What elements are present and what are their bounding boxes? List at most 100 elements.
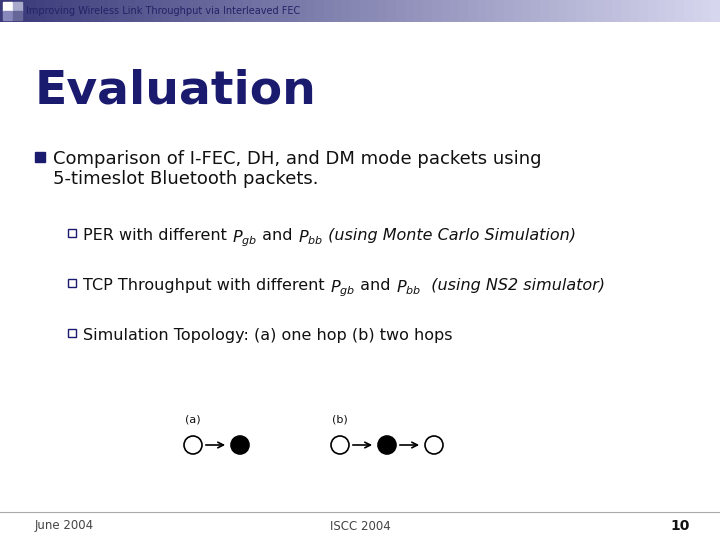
Bar [486, 0, 495, 22]
Circle shape [231, 436, 249, 454]
Bar [495, 0, 504, 22]
Bar [13, 11, 22, 20]
Bar [306, 0, 315, 22]
Text: $P_{gb}$: $P_{gb}$ [330, 278, 355, 299]
Bar [162, 0, 171, 22]
Bar [270, 0, 279, 22]
Bar [675, 0, 684, 22]
Bar [126, 0, 135, 22]
Bar [567, 0, 576, 22]
Bar [108, 0, 117, 22]
Bar [342, 0, 351, 22]
Bar [68, 229, 76, 237]
Bar [522, 0, 531, 22]
Bar [504, 0, 513, 22]
Circle shape [425, 436, 443, 454]
Bar [459, 0, 468, 22]
Bar [54, 0, 63, 22]
Bar [477, 0, 486, 22]
Bar [405, 0, 414, 22]
Bar [72, 0, 81, 22]
Text: 5-timeslot Bluetooth packets.: 5-timeslot Bluetooth packets. [53, 170, 318, 188]
Text: Improving Wireless Link Throughput via Interleaved FEC: Improving Wireless Link Throughput via I… [26, 6, 300, 16]
Bar [648, 0, 657, 22]
Bar [180, 0, 189, 22]
Bar [297, 0, 306, 22]
Bar [117, 0, 126, 22]
Bar [432, 0, 441, 22]
Bar [315, 0, 324, 22]
Bar [243, 0, 252, 22]
Bar [63, 0, 72, 22]
Bar [45, 0, 54, 22]
Bar [13, 2, 22, 11]
Bar [333, 0, 342, 22]
Bar [666, 0, 675, 22]
Bar [135, 0, 144, 22]
Bar [144, 0, 153, 22]
Bar [603, 0, 612, 22]
Circle shape [378, 436, 396, 454]
Bar [558, 0, 567, 22]
Text: $P_{gb}$: $P_{gb}$ [232, 228, 257, 248]
Text: and: and [355, 278, 396, 293]
Bar [225, 0, 234, 22]
Bar [81, 0, 90, 22]
Bar [549, 0, 558, 22]
Text: (using NS2 simulator): (using NS2 simulator) [421, 278, 605, 293]
Bar [351, 0, 360, 22]
Bar [36, 0, 45, 22]
Text: 10: 10 [670, 519, 690, 533]
Text: (b): (b) [332, 415, 348, 425]
Bar [68, 279, 76, 287]
Bar [198, 0, 207, 22]
Text: PER with different: PER with different [83, 228, 232, 243]
Bar [153, 0, 162, 22]
Bar [378, 0, 387, 22]
Bar [207, 0, 216, 22]
Text: $P_{bb}$: $P_{bb}$ [396, 278, 421, 296]
Bar [396, 0, 405, 22]
Text: (using Monte Carlo Simulation): (using Monte Carlo Simulation) [323, 228, 576, 243]
Bar [279, 0, 288, 22]
Bar [414, 0, 423, 22]
Bar [0, 0, 9, 22]
Bar [513, 0, 522, 22]
Bar [639, 0, 648, 22]
Bar [630, 0, 639, 22]
Bar [9, 0, 18, 22]
Bar [423, 0, 432, 22]
Bar [3, 11, 12, 20]
Bar [324, 0, 333, 22]
Bar [441, 0, 450, 22]
Bar [531, 0, 540, 22]
Bar [35, 152, 45, 162]
Bar [261, 0, 270, 22]
Bar [684, 0, 693, 22]
Bar [540, 0, 549, 22]
Bar [288, 0, 297, 22]
Text: TCP Throughput with different: TCP Throughput with different [83, 278, 330, 293]
Bar [576, 0, 585, 22]
Text: Comparison of I-FEC, DH, and DM mode packets using: Comparison of I-FEC, DH, and DM mode pac… [53, 150, 541, 168]
Circle shape [184, 436, 202, 454]
Text: Simulation Topology: (a) one hop (b) two hops: Simulation Topology: (a) one hop (b) two… [83, 328, 452, 343]
Bar [27, 0, 36, 22]
Bar [68, 329, 76, 337]
Bar [216, 0, 225, 22]
Text: and: and [257, 228, 298, 243]
Bar [468, 0, 477, 22]
Bar [90, 0, 99, 22]
Text: (a): (a) [185, 415, 201, 425]
Bar [450, 0, 459, 22]
Bar [711, 0, 720, 22]
Bar [369, 0, 378, 22]
Text: $P_{bb}$: $P_{bb}$ [298, 228, 323, 247]
Bar [252, 0, 261, 22]
Bar [657, 0, 666, 22]
Text: ISCC 2004: ISCC 2004 [330, 519, 390, 532]
Circle shape [331, 436, 349, 454]
Bar [171, 0, 180, 22]
Bar [387, 0, 396, 22]
Bar [693, 0, 702, 22]
